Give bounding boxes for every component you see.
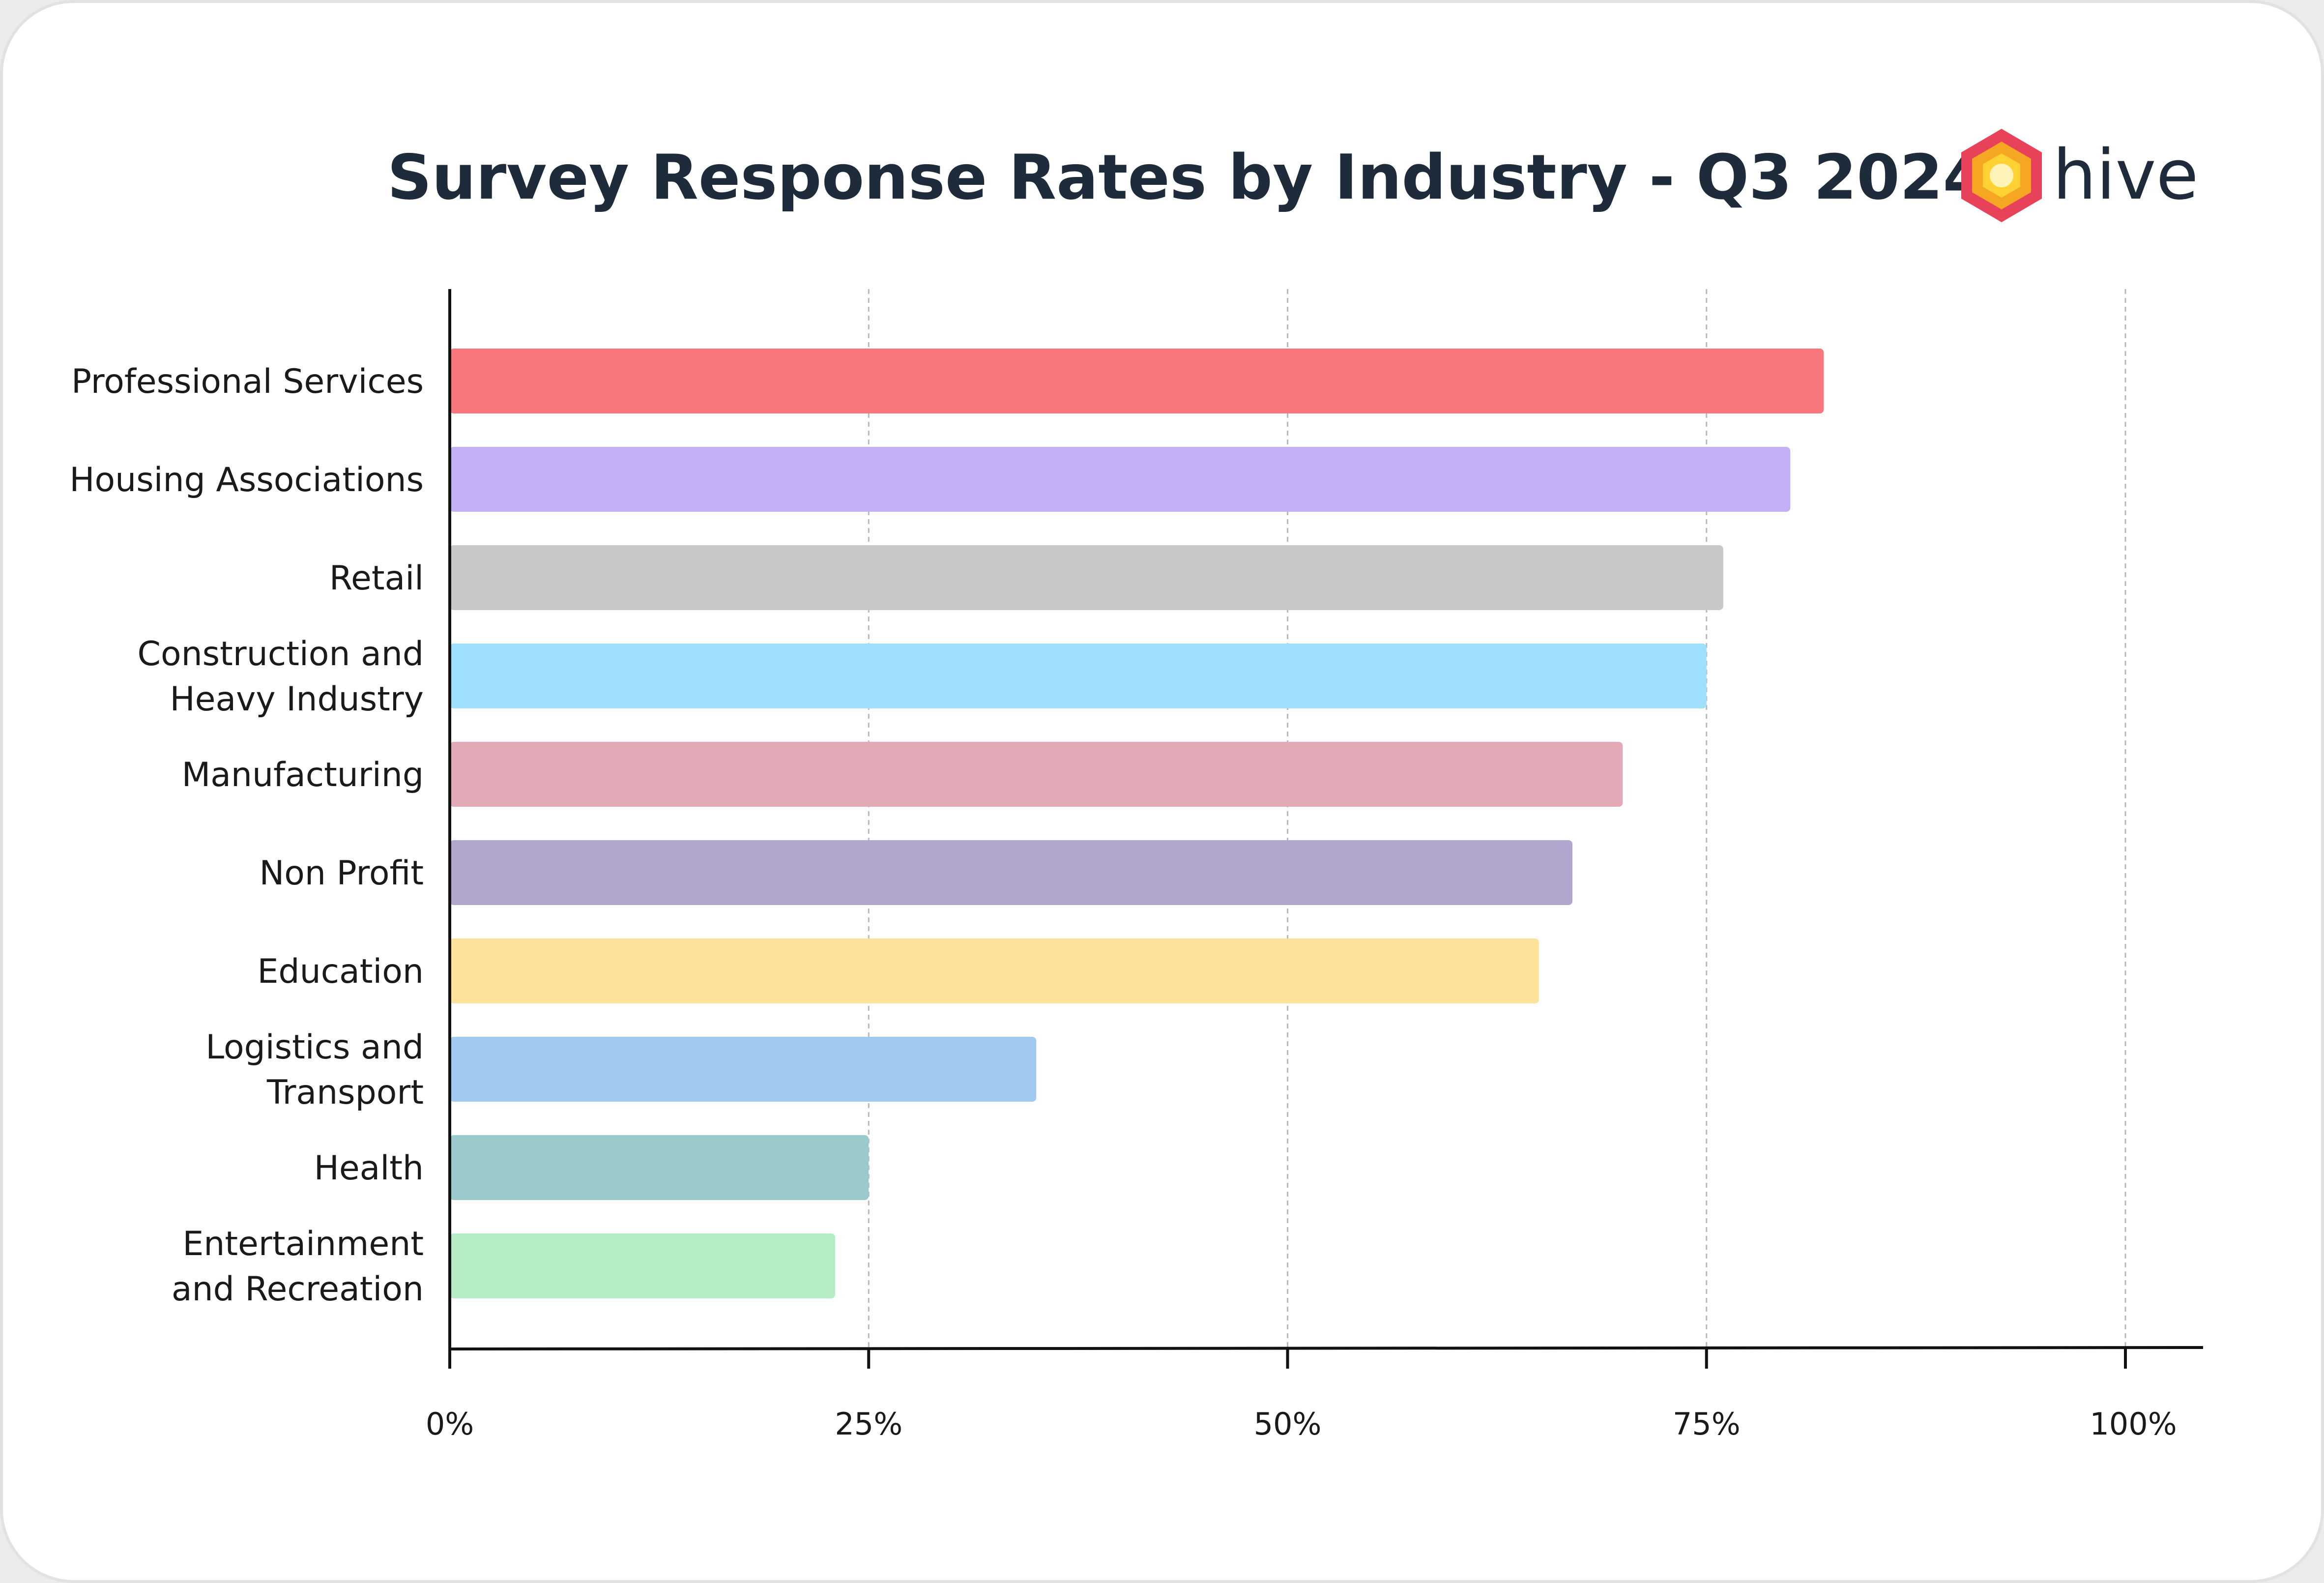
brand-name: hive	[2053, 135, 2199, 215]
category-label: Retail	[329, 559, 424, 598]
bar	[450, 644, 1707, 708]
bars	[450, 349, 1824, 1298]
brand-logo: hive	[1961, 129, 2199, 222]
chart: Survey Response Rates by Industry - Q3 2…	[69, 129, 2204, 1442]
category-label: Health	[314, 1149, 424, 1188]
brand-hex-center	[1990, 164, 2013, 187]
bar	[450, 349, 1824, 413]
x-axis-tick-labels: 0% 25% 50% 75% 100%	[426, 1406, 2177, 1442]
x-axis-ticks	[448, 1348, 2127, 1369]
bar	[450, 938, 1539, 1003]
category-label: Manufacturing	[182, 756, 424, 794]
category-label: Construction and Heavy Industry	[137, 635, 424, 719]
x-tick-label: 25%	[835, 1406, 902, 1442]
x-axis-line	[449, 1346, 2204, 1350]
bar	[450, 840, 1573, 905]
category-label: Non Profit	[259, 854, 424, 893]
x-tick-label: 0%	[426, 1406, 474, 1442]
x-tick-label: 100%	[2090, 1406, 2177, 1442]
bar	[450, 1037, 1037, 1102]
bar	[450, 1135, 869, 1200]
chart-title: Survey Response Rates by Industry - Q3 2…	[387, 141, 1986, 213]
category-label: Entertainment and Recreation	[172, 1225, 424, 1309]
x-tick-label: 50%	[1254, 1406, 1322, 1442]
category-label: Logistics and Transport	[205, 1028, 424, 1112]
bar	[450, 1233, 836, 1298]
category-label: Education	[257, 952, 424, 991]
category-label: Housing Associations	[69, 461, 424, 499]
bar	[450, 742, 1623, 807]
category-labels: Professional Services Housing Association…	[69, 362, 424, 1309]
bar	[450, 447, 1791, 512]
x-tick-label: 75%	[1673, 1406, 1741, 1442]
category-label: Professional Services	[71, 362, 424, 401]
bar	[450, 545, 1723, 610]
